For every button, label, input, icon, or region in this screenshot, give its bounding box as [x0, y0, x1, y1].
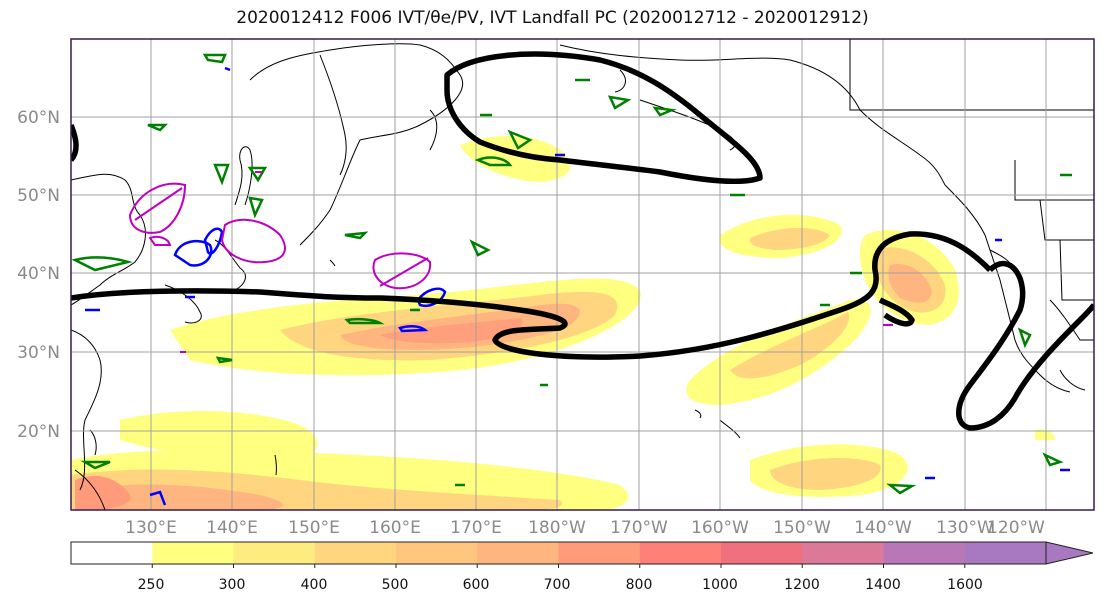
colorbar-swatch — [802, 542, 884, 564]
colorbar-tick-label: 400 — [301, 577, 328, 593]
lat-label: 20°N — [17, 422, 60, 442]
colorbar-ticks — [151, 564, 966, 568]
colorbar-swatch — [639, 542, 722, 564]
latitude-labels: 60°N 50°N 40°N 30°N 20°N — [17, 108, 60, 442]
lon-label: 170°W — [610, 518, 668, 538]
pv-negative-contours — [85, 66, 1070, 506]
lon-label: 120°W — [987, 518, 1045, 538]
colorbar: 250 300 400 500 600 700 800 1000 1200 14… — [70, 541, 1094, 593]
pv-positive-contours — [128, 171, 893, 353]
colorbar-tick-label: 1600 — [947, 577, 983, 593]
lat-label: 60°N — [17, 108, 60, 128]
colorbar-swatch — [233, 542, 316, 564]
longitude-labels: 130°E 140°E 150°E 160°E 170°E 180°W 170°… — [125, 518, 1045, 538]
colorbar-tick-label: 800 — [626, 577, 653, 593]
coastlines — [71, 39, 1094, 510]
colorbar-swatch — [314, 542, 397, 564]
colorbar-tick-label: 600 — [463, 577, 490, 593]
colorbar-tick-label: 1000 — [702, 577, 738, 593]
lon-label: 130°W — [936, 518, 994, 538]
lon-label: 180°W — [528, 518, 586, 538]
lat-label: 50°N — [17, 186, 60, 206]
lon-label: 160°W — [691, 518, 749, 538]
lon-label: 160°E — [369, 518, 421, 538]
map-title: 2020012412 F006 IVT/θe/PV, IVT Landfall … — [236, 8, 869, 28]
theta-e-contours — [71, 53, 1072, 495]
lon-label: 140°E — [206, 518, 258, 538]
colorbar-extend-arrow — [1045, 541, 1094, 565]
colorbar-tick-label: 1200 — [784, 577, 820, 593]
lon-label: 150°W — [773, 518, 831, 538]
colorbar-swatch — [71, 542, 153, 564]
lat-label: 40°N — [17, 264, 60, 284]
colorbar-tick-label: 1400 — [865, 577, 901, 593]
map-frame — [70, 38, 1095, 511]
gridlines — [71, 39, 1094, 510]
ivt-landfall-pc-contours — [71, 51, 1094, 431]
lon-label: 140°W — [854, 518, 912, 538]
lon-label: 130°E — [125, 518, 177, 538]
colorbar-swatch — [964, 542, 1047, 564]
colorbar-swatch — [721, 542, 803, 564]
colorbar-tick-label: 250 — [138, 577, 165, 593]
lon-label: 170°E — [450, 518, 502, 538]
lon-label: 150°E — [288, 518, 340, 538]
colorbar-swatch — [558, 542, 641, 564]
lat-label: 30°N — [17, 343, 60, 363]
colorbar-tick-label: 500 — [382, 577, 409, 593]
colorbar-swatch — [477, 542, 559, 564]
colorbar-swatch — [396, 542, 478, 564]
colorbar-swatch — [152, 542, 234, 564]
colorbar-tick-label: 300 — [219, 577, 246, 593]
colorbar-tick-label: 700 — [544, 577, 571, 593]
colorbar-swatch — [883, 542, 966, 564]
colorbar-swatches — [71, 542, 1047, 564]
